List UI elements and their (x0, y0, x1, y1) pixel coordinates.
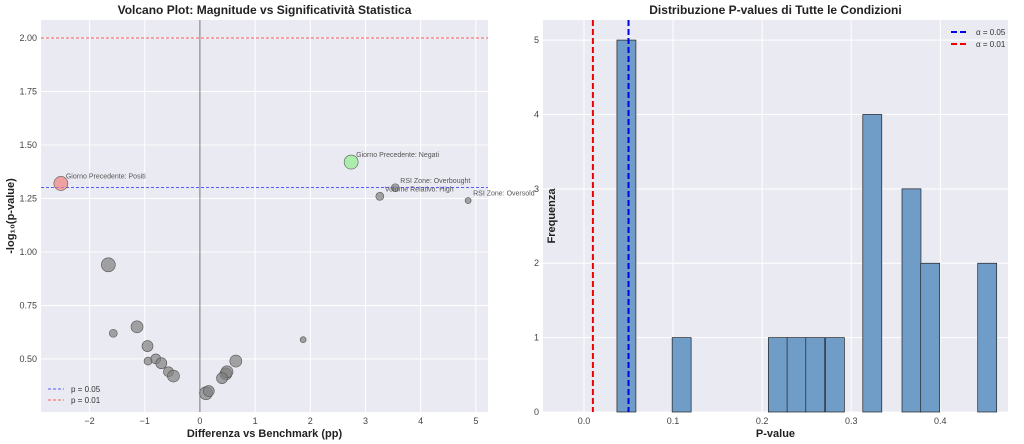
legend-label: α = 0.05 (976, 28, 1006, 37)
point-annotation: Giorno Precedente: Positi (66, 173, 146, 180)
plot-0: −2 −1 0 1 2 3 4 5 0.50 0.75 1.00 1.25 1.50 1.75 2.00 Vo… (5, 3, 535, 440)
x-axis-label: Differenza vs Benchmark (pp) (187, 428, 343, 440)
x-tick-label: 0 (197, 416, 202, 426)
histogram-bar (786, 337, 807, 413)
data-point (167, 369, 180, 383)
histogram-bar (805, 337, 826, 413)
data-point (375, 192, 385, 201)
chart-title: Distribuzione P-values di Tutte le Condi… (649, 3, 901, 17)
x-tick-label: 0.1 (667, 416, 680, 426)
legend-label: p = 0.01 (71, 396, 101, 405)
y-axis-label: Frequenza (546, 188, 558, 244)
histogram-bar (977, 262, 998, 413)
histogram-bar (920, 262, 941, 413)
x-tick-label: 3 (363, 416, 368, 426)
data-point (141, 340, 154, 352)
histogram-bar (862, 114, 883, 413)
x-tick-label: 0.2 (756, 416, 769, 426)
x-tick-label: 2 (308, 416, 313, 426)
y-tick-label: 0.75 (19, 300, 37, 310)
histogram-bar (616, 39, 637, 413)
x-tick-label: −1 (140, 416, 150, 426)
data-point (299, 336, 307, 343)
point-annotation: Giorno Precedente: Negati (356, 152, 439, 159)
data-point (390, 183, 400, 193)
x-axis-label: P-value (756, 428, 795, 440)
y-tick-label: 1.50 (19, 140, 37, 150)
y-tick-label: 1.00 (19, 247, 37, 257)
data-point (101, 257, 116, 273)
x-tick-label: 5 (473, 416, 478, 426)
legend-label: p = 0.05 (71, 385, 101, 394)
y-tick-label: 5 (534, 35, 539, 45)
data-point (130, 320, 144, 334)
y-tick-label: 1 (534, 333, 539, 343)
histogram-bar (768, 337, 788, 413)
y-tick-label: 0 (534, 407, 539, 417)
y-tick-label: 1.25 (19, 193, 37, 203)
legend-label: α = 0.01 (976, 40, 1006, 49)
histogram-bar (671, 337, 692, 413)
point-annotation: RSI Zone: Overbought (400, 178, 470, 185)
data-point (343, 154, 359, 170)
point-annotation: Volume Relativo: High (385, 186, 454, 193)
y-tick-label: 3 (534, 184, 539, 194)
y-tick-label: 2.00 (19, 33, 37, 43)
legend: p = 0.05 p = 0.01 (48, 385, 101, 405)
y-axis-label: -log₁₀(p-value) (5, 178, 17, 254)
y-tick-label: 4 (534, 109, 539, 119)
data-point (155, 357, 168, 370)
legend: α = 0.05 α = 0.01 (951, 28, 1006, 49)
plot-area (41, 20, 488, 412)
data-point (202, 385, 215, 397)
plot-1: 0.0 0.1 0.2 0.3 0.4 0 1 2 3 4 5 Distribuzione P-val… (534, 3, 1008, 440)
x-tick-label: 4 (418, 416, 423, 426)
data-point (108, 328, 118, 338)
chart-title: Volcano Plot: Magnitude vs Significativi… (118, 3, 412, 17)
x-tick-label: 0.4 (934, 416, 947, 426)
histogram-bar (825, 337, 845, 413)
x-tick-label: −2 (84, 416, 94, 426)
y-tick-label: 2 (534, 258, 539, 268)
histogram-bar (901, 188, 922, 413)
data-point (229, 354, 243, 368)
point-annotation: RSI Zone: Oversold (473, 191, 535, 198)
data-point (464, 197, 472, 204)
x-tick-label: 1 (253, 416, 258, 426)
y-tick-label: 0.50 (19, 354, 37, 364)
y-tick-label: 1.75 (19, 86, 37, 96)
data-point (53, 176, 69, 191)
data-point (216, 372, 228, 384)
x-tick-label: 0.0 (578, 416, 591, 426)
x-tick-label: 0.3 (845, 416, 858, 426)
